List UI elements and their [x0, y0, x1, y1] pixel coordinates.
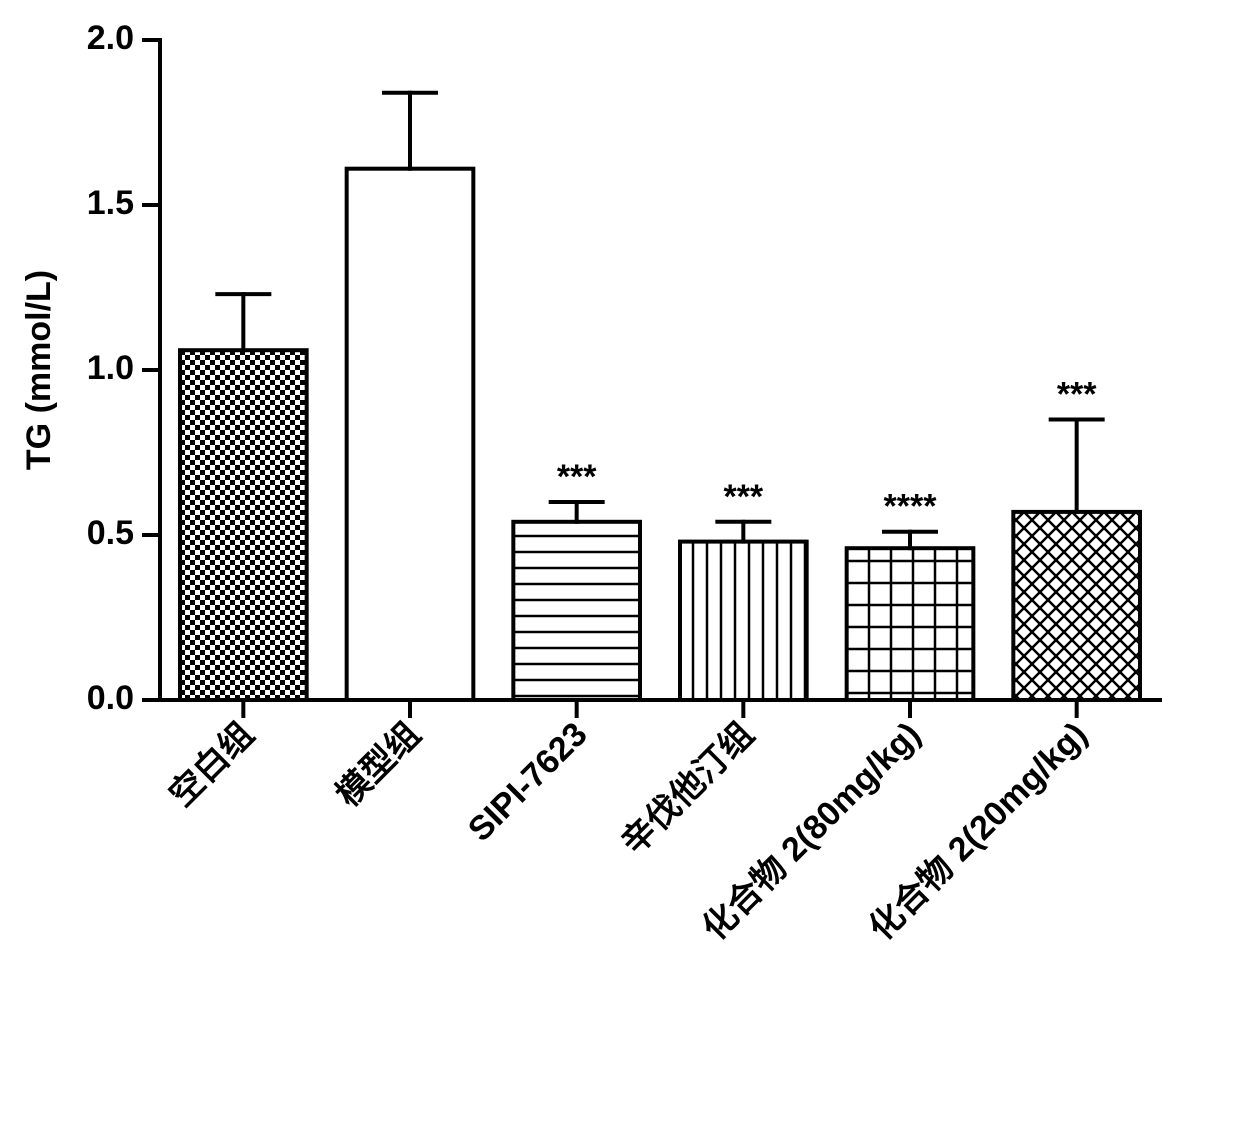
y-tick-label: 1.5: [87, 184, 134, 222]
y-tick-label: 0.0: [87, 679, 134, 717]
x-tick-label: SIPI-7623: [461, 715, 595, 849]
bar: [347, 169, 474, 700]
y-tick-label: 1.0: [87, 349, 134, 387]
bar: [1013, 512, 1140, 700]
significance-marker: ***: [557, 458, 597, 496]
x-tick-label: 空白组: [162, 715, 261, 814]
x-tick-label: 辛伐他汀组: [614, 715, 761, 862]
bar: [513, 522, 640, 700]
y-axis-label: TG (mmol/L): [20, 270, 58, 470]
y-tick-label: 0.5: [87, 514, 134, 552]
x-tick-label: 模型组: [329, 715, 428, 814]
chart-svg: 0.0 0.5 1.0 1.5 2.0 TG (mmol/L) 空白组模型组 *** SIPI-…: [0, 0, 1233, 1131]
bar: [180, 350, 307, 700]
significance-marker: ***: [1057, 376, 1097, 414]
y-tick-label: 2.0: [87, 19, 134, 57]
bar: [847, 548, 974, 700]
significance-marker: ***: [723, 478, 763, 516]
significance-marker: ****: [884, 488, 938, 526]
bar-chart: 0.0 0.5 1.0 1.5 2.0 TG (mmol/L) 空白组模型组 *** SIPI-…: [0, 0, 1233, 1131]
bar: [680, 542, 807, 700]
